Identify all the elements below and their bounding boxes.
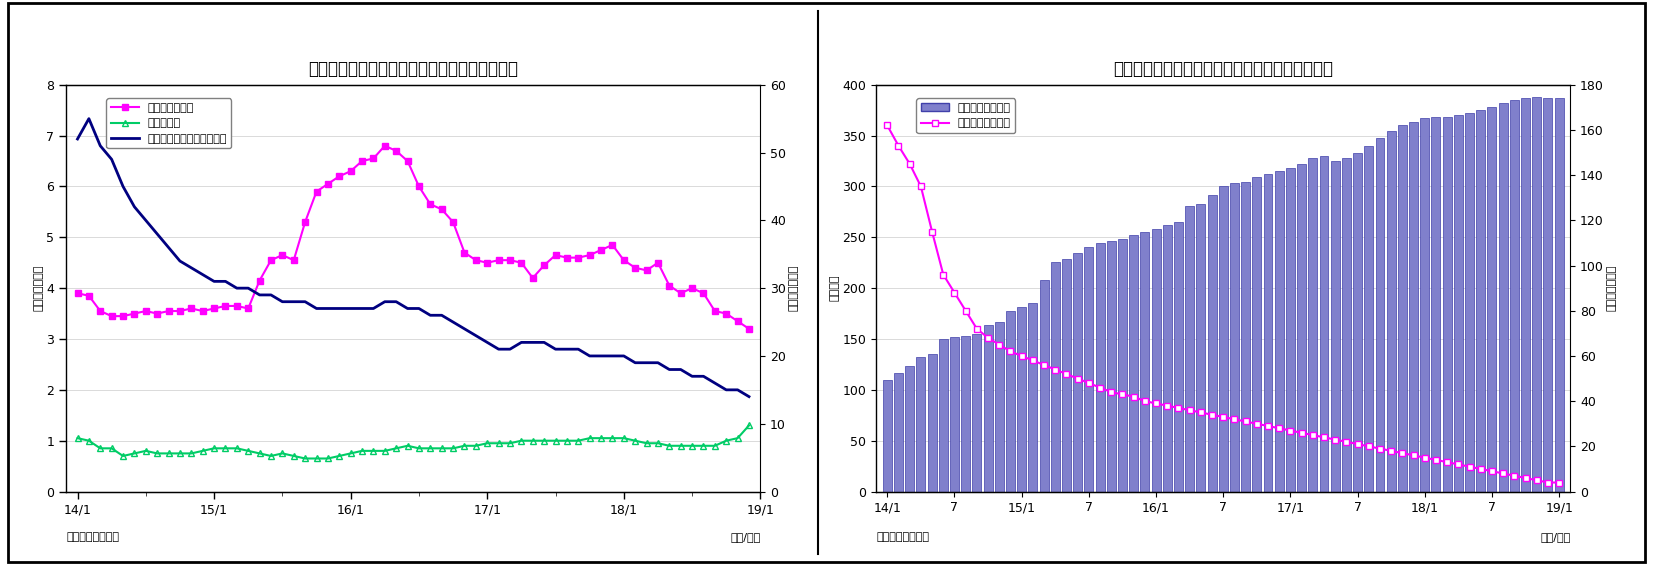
Bar (1476, 110, 1486, 492)
Text: （資料）日本銀行: （資料）日本銀行 (66, 532, 119, 542)
Y-axis label: （前年比、％）: （前年比、％） (33, 265, 43, 311)
Bar (1555, 98, 1564, 492)
Bar (950, 337, 959, 492)
Bar (1509, 100, 1519, 492)
Bar (995, 321, 1003, 492)
Bar (1263, 174, 1273, 492)
Bar (1141, 232, 1149, 492)
Bar (1544, 98, 1552, 492)
Bar (1298, 164, 1306, 492)
Bar (1007, 311, 1015, 492)
Bar (1108, 241, 1116, 492)
Bar (927, 354, 937, 492)
Bar (1185, 206, 1193, 492)
Bar (1129, 235, 1139, 492)
Bar (1342, 158, 1351, 492)
Text: （年/月）: （年/月） (1541, 532, 1570, 542)
Bar (1274, 171, 1284, 492)
Bar (960, 336, 970, 492)
Bar (1028, 303, 1038, 492)
Bar (1408, 123, 1418, 492)
Bar (906, 367, 914, 492)
Bar (1319, 156, 1329, 492)
Bar (1331, 161, 1339, 492)
Bar (1040, 280, 1048, 492)
Bar (1431, 118, 1440, 492)
Bar (1387, 131, 1395, 492)
Bar (1117, 240, 1127, 492)
Legend: 日銀券発行残高, 貨幣流通高, マネタリーベース（右軸）: 日銀券発行残高, 貨幣流通高, マネタリーベース（右軸） (106, 98, 231, 149)
Legend: 日銀当座預金残高, 同伸び率（右軸）: 日銀当座預金残高, 同伸び率（右軸） (916, 98, 1015, 133)
Bar (1017, 307, 1027, 492)
Bar (972, 334, 982, 492)
Y-axis label: （前年比、％）: （前年比、％） (1607, 265, 1617, 311)
Bar (1241, 182, 1250, 492)
Bar (1443, 118, 1451, 492)
Bar (1532, 97, 1541, 492)
Y-axis label: （兆円）: （兆円） (830, 275, 840, 301)
Title: （図表７）　日銀当座預金残高（平残）と伸び率: （図表７） 日銀当座預金残高（平残）と伸び率 (1112, 60, 1334, 77)
Bar (1152, 229, 1160, 492)
Bar (1061, 259, 1071, 492)
Bar (1488, 107, 1496, 492)
Text: （資料）日本銀行: （資料）日本銀行 (876, 532, 929, 542)
Bar (1073, 253, 1083, 492)
Bar (1420, 118, 1430, 492)
Bar (1096, 244, 1104, 492)
Bar (1465, 113, 1474, 492)
Bar (1308, 158, 1317, 492)
Title: （図表６）　マネタリーベース伸び率（平残）: （図表６） マネタリーベース伸び率（平残） (307, 60, 519, 77)
Bar (1174, 222, 1184, 492)
Bar (1051, 262, 1060, 492)
Bar (1455, 115, 1463, 492)
Y-axis label: （前年比、％）: （前年比、％） (788, 265, 798, 311)
Bar (1197, 204, 1205, 492)
Bar (1286, 168, 1294, 492)
Bar (1162, 225, 1172, 492)
Bar (1208, 194, 1217, 492)
Bar (1354, 153, 1362, 492)
Bar (1230, 184, 1238, 492)
Bar (1253, 177, 1261, 492)
Bar (1084, 247, 1093, 492)
Bar (1499, 103, 1508, 492)
Text: （年/月）: （年/月） (731, 532, 760, 542)
Bar (1521, 98, 1531, 492)
Bar (984, 325, 992, 492)
Bar (916, 357, 926, 492)
Bar (883, 380, 891, 492)
Bar (1398, 125, 1407, 492)
Bar (939, 339, 947, 492)
Bar (1375, 138, 1385, 492)
Bar (1218, 186, 1228, 492)
Bar (894, 372, 903, 492)
Bar (1364, 146, 1374, 492)
